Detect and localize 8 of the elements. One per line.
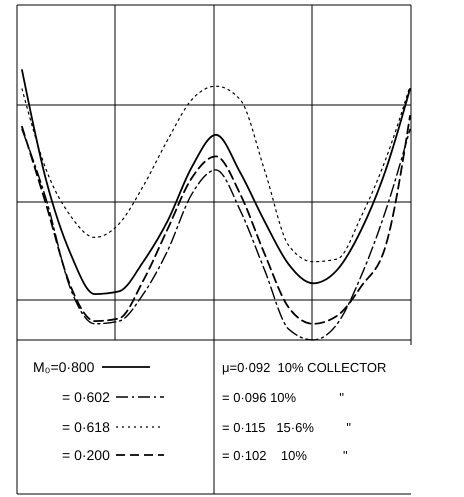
legend-label: = 0·200 (62, 447, 110, 463)
text: = 0·102 10% " (222, 448, 348, 463)
legend-label: = 0·618 (62, 419, 110, 435)
text: μ=0·092 10% COLLECTOR (222, 360, 386, 375)
legend-label: = 0·602 (62, 389, 110, 405)
text: = 0·115 15·6% " (222, 420, 352, 435)
text: = 0·096 10% " (222, 390, 344, 405)
legend-label: M₀=0·800 (33, 359, 95, 375)
